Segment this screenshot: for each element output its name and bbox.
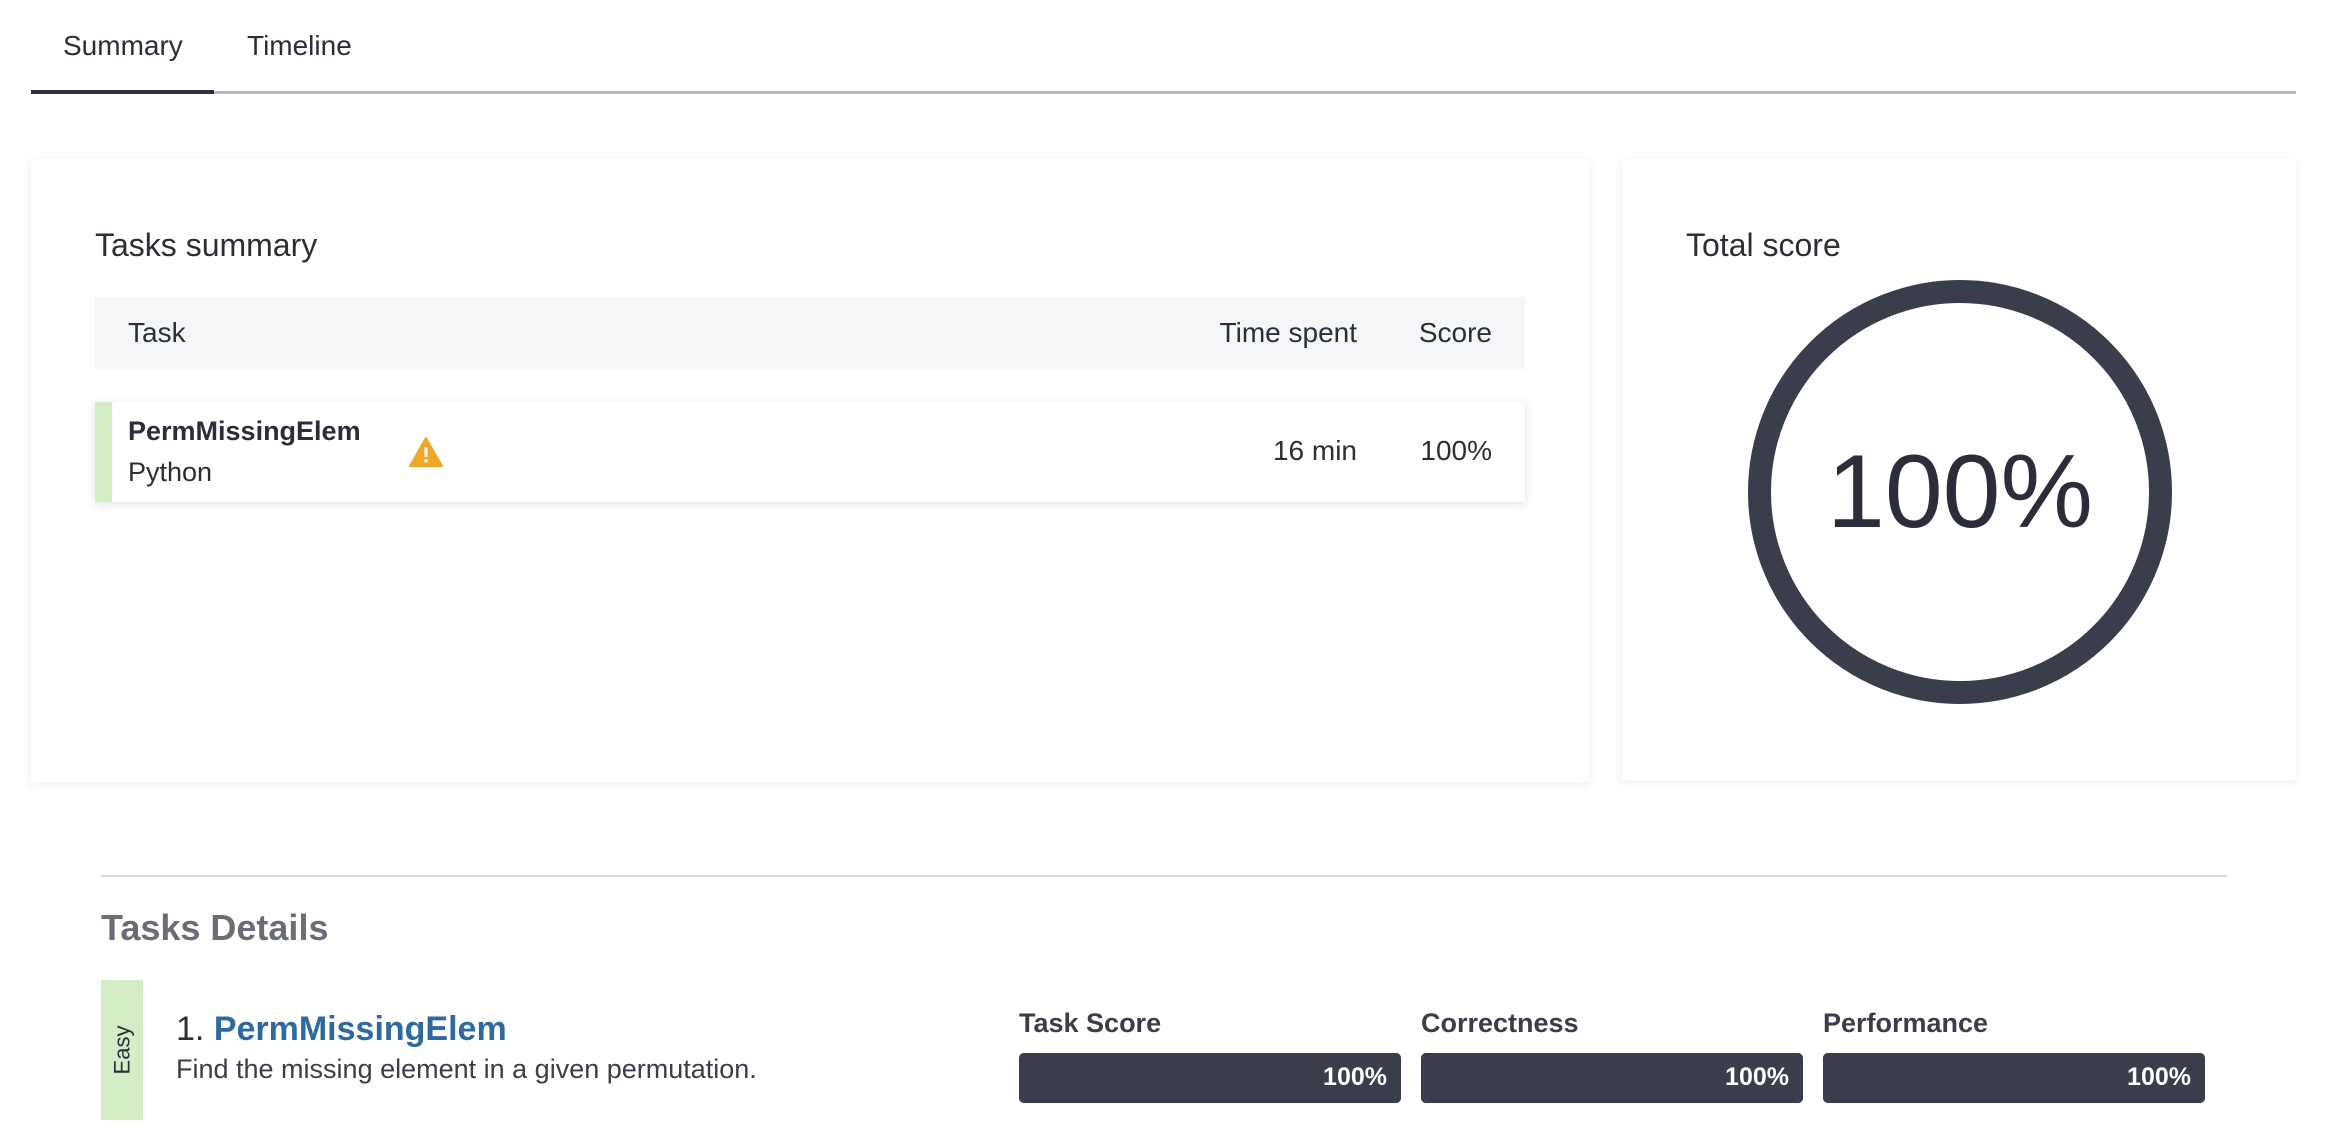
tasks-summary-card: Tasks summary Task Time spent Score Perm…: [31, 159, 1589, 782]
progress-value: 100%: [1725, 1063, 1789, 1091]
task-detail-title: 1. PermMissingElem: [176, 1010, 507, 1049]
task-detail-link[interactable]: PermMissingElem: [213, 1010, 507, 1048]
metric-task-score: Task Score 100%: [1019, 1008, 1401, 1103]
active-tab-indicator: [31, 90, 214, 94]
progress-value: 100%: [2127, 1063, 2191, 1091]
table-row[interactable]: PermMissingElem Python 16 min 100%: [95, 402, 1525, 502]
difficulty-badge: Easy: [101, 980, 143, 1120]
tab-timeline[interactable]: Timeline: [247, 30, 352, 61]
total-score-value: 100%: [1827, 433, 2093, 550]
progress-fill: [1421, 1053, 1803, 1103]
progress-bar: 100%: [1823, 1053, 2205, 1103]
task-language: Python: [128, 457, 213, 487]
tasks-summary-title: Tasks summary: [95, 227, 318, 263]
tasks-details-title: Tasks Details: [101, 907, 329, 948]
tab-summary[interactable]: Summary: [63, 30, 183, 61]
progress-bar: 100%: [1421, 1053, 1803, 1103]
table-header: Task Time spent Score: [95, 297, 1525, 369]
task-time-spent: 16 min: [1272, 435, 1357, 466]
column-header-score: Score: [1418, 317, 1492, 348]
progress-fill: [1019, 1053, 1401, 1103]
difficulty-label: Easy: [109, 1025, 135, 1075]
total-score-card: Total score 100%: [1622, 159, 2296, 780]
column-header-task: Task: [128, 317, 186, 348]
metric-label: Performance: [1823, 1008, 1989, 1038]
progress-value: 100%: [1323, 1063, 1387, 1091]
task-name: PermMissingElem: [128, 416, 361, 446]
progress-fill: [1823, 1053, 2205, 1103]
metric-label: Correctness: [1421, 1008, 1579, 1038]
total-score-title: Total score: [1686, 227, 1841, 263]
metric-label: Task Score: [1019, 1008, 1162, 1038]
task-description: Find the missing element in a given perm…: [176, 1054, 757, 1084]
metric-performance: Performance 100%: [1823, 1008, 2205, 1103]
column-header-time: Time spent: [1219, 317, 1357, 348]
task-number: 1.: [176, 1010, 205, 1048]
section-divider: [101, 875, 2227, 877]
progress-bar: 100%: [1019, 1053, 1401, 1103]
task-score: 100%: [1420, 435, 1492, 466]
warning-triangle-icon[interactable]: [409, 437, 443, 467]
tab-bar: Summary Timeline: [31, 0, 2296, 94]
metric-correctness: Correctness 100%: [1421, 1008, 1803, 1103]
